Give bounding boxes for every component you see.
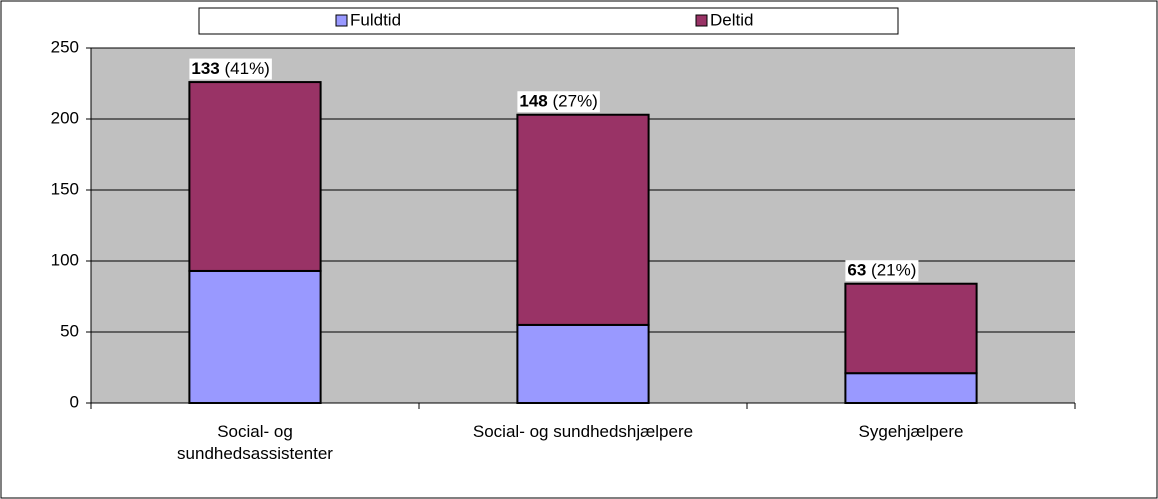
data-label-share: (21%) xyxy=(871,261,916,280)
x-tick-label: Sygehjælpere xyxy=(858,422,964,441)
y-tick-label: 150 xyxy=(51,179,79,198)
data-label-group: 148 (27%) xyxy=(517,91,600,113)
legend-label: Fuldtid xyxy=(350,10,401,29)
bar xyxy=(516,323,650,404)
x-tick-label-box: Social- og sundhedsassistenter xyxy=(177,422,333,463)
data-label: 63 (21%) xyxy=(847,261,916,280)
data-label-share: (27%) xyxy=(553,92,598,111)
data-label-value: 63 xyxy=(847,261,866,280)
data-label-bg xyxy=(189,58,272,80)
bar xyxy=(188,269,322,404)
legend xyxy=(198,7,899,35)
legend-swatch xyxy=(695,14,708,27)
data-label: 148 (27%) xyxy=(519,92,597,111)
legend-label: Deltid xyxy=(710,10,753,29)
data-label-bg xyxy=(845,260,919,282)
data-label-share: (41%) xyxy=(225,60,270,79)
x-tick-label: Social- og sundhedsassistenter xyxy=(177,422,333,463)
bar xyxy=(516,113,650,326)
data-label-group: 133 (41%) xyxy=(189,58,272,80)
x-tick-label-box: Sygehjælpere xyxy=(858,422,964,441)
data-label-group: 63 (21%) xyxy=(845,260,919,282)
bar xyxy=(844,372,978,404)
x-tick-label: Social- og sundhedshjælpere xyxy=(472,422,694,441)
bar xyxy=(844,282,978,375)
x-tick-label-box: Social- og sundhedshjælpere xyxy=(472,422,694,441)
legend-swatch xyxy=(335,14,348,27)
data-label-value: 133 xyxy=(191,60,219,79)
y-tick-label: 50 xyxy=(60,321,79,340)
y-tick-label: 250 xyxy=(51,37,79,56)
y-tick-label: 0 xyxy=(70,392,79,411)
y-tick-label: 200 xyxy=(51,108,79,127)
data-label-bg xyxy=(517,91,600,113)
data-label-value: 148 xyxy=(519,92,547,111)
y-tick-label: 100 xyxy=(51,250,79,269)
bar xyxy=(188,81,322,272)
data-label: 133 (41%) xyxy=(191,60,269,79)
